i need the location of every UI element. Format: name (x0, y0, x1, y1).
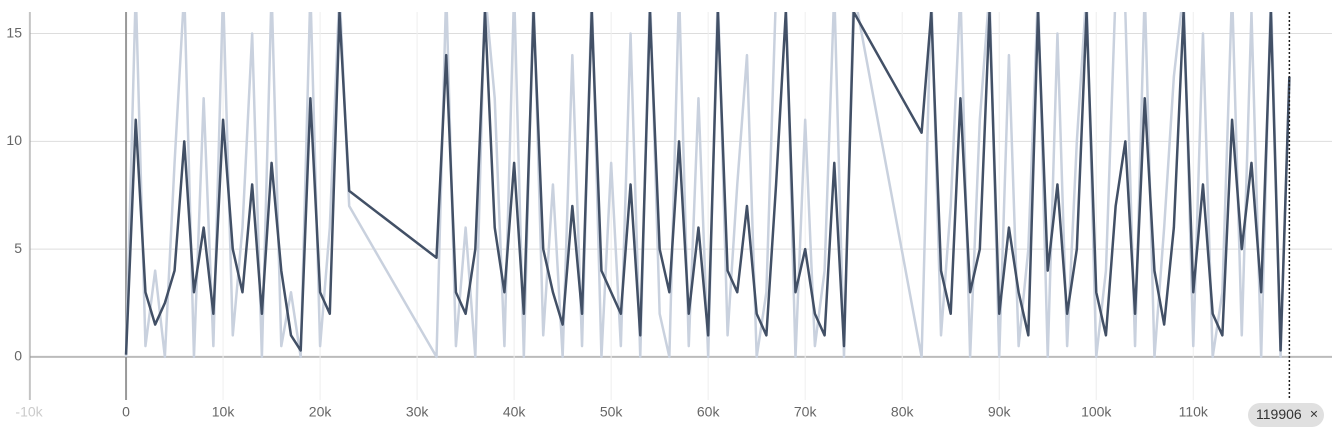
x-tick-label: 60k (697, 404, 721, 420)
series-line (124, 12, 1291, 359)
x-tick-label: 80k (891, 404, 915, 420)
y-tick-label: 15 (6, 24, 22, 40)
cursor-badge (1248, 403, 1324, 427)
x-tick-label: 0 (122, 404, 130, 420)
plot-area (124, 12, 1291, 359)
x-tick-label: 110k (1179, 404, 1209, 420)
x-tick-label: 40k (503, 404, 527, 420)
cursor-step: 119906 (1256, 406, 1302, 422)
series-line (124, 12, 1291, 355)
x-tick-label: 90k (988, 404, 1012, 420)
axis-labels: 0 5 10 15 -10k 0 10k 20k 30k 40k 50k 60k 70k 80k 90k 10… (6, 12, 1324, 427)
cursor-close[interactable]: × (1310, 406, 1318, 422)
x-tick-label: 50k (600, 404, 624, 420)
x-tick-label: 100k (1081, 404, 1112, 420)
y-tick-label: 10 (6, 132, 22, 148)
x-tick-label: 10k (212, 404, 236, 420)
x-tick-label: 70k (794, 404, 818, 420)
x-tick-label: 30k (406, 404, 430, 420)
x-tick-label: 20k (309, 404, 333, 420)
x-tick-label: -10k (15, 404, 43, 420)
y-tick-label: 0 (14, 348, 22, 364)
y-tick-label: 5 (14, 240, 22, 256)
